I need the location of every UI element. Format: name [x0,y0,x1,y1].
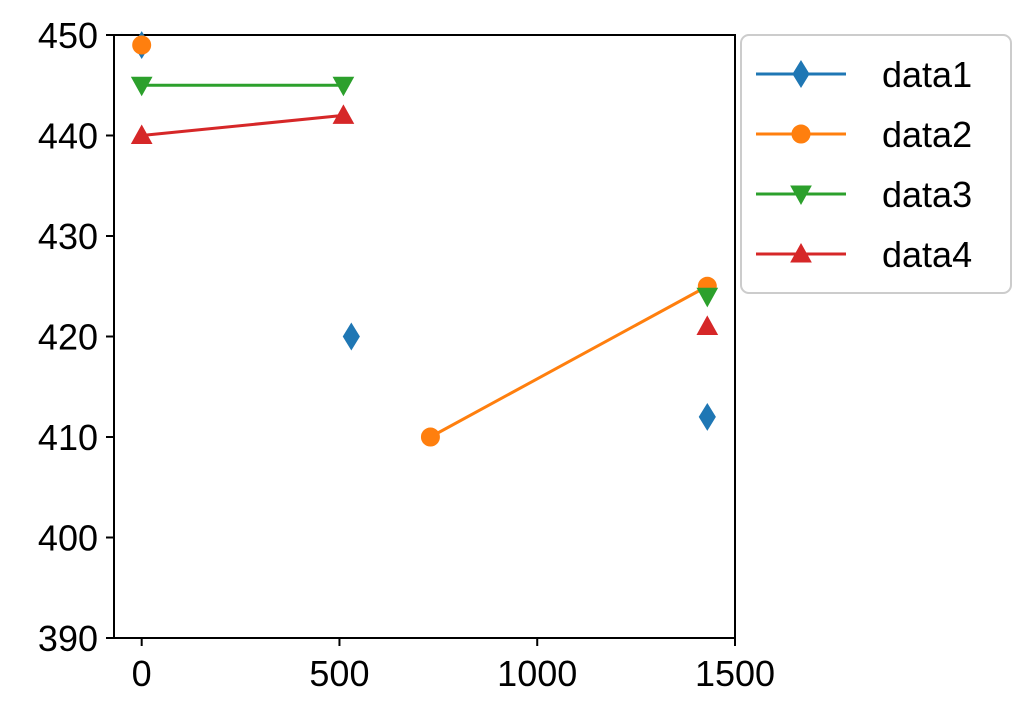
y-tick-label: 400 [38,518,98,559]
series-data4 [130,104,719,335]
series-line [429,284,709,439]
legend-item-data2: data2 [756,114,972,155]
legend-marker [790,242,812,263]
legend-item-data4: data4 [756,234,972,275]
y-axis: 390 400 410 420 430 440 450 [38,15,114,659]
legend-marker [792,60,810,88]
data-point [342,322,360,351]
series-data1 [133,31,716,431]
data-point [696,315,719,335]
series-layer [130,31,719,447]
legend: data1 data2 data3 data4 [740,34,1012,294]
series-data3 [130,76,719,308]
legend-label: data4 [882,234,972,275]
data-point [698,402,716,431]
series-line [141,113,344,137]
data-point [130,124,153,144]
legend-item-data3: data3 [756,174,972,215]
legend-item-data1: data1 [756,54,972,95]
data-point [332,104,355,124]
y-tick-label: 390 [38,618,98,659]
legend-box [740,34,1012,294]
legend-label: data3 [882,174,972,215]
legend-label: data1 [882,54,972,95]
y-tick-label: 430 [38,216,98,257]
data-point [332,76,355,97]
x-axis: 0 500 1000 1500 [132,638,775,694]
plot-area [113,34,736,639]
x-tick-label: 0 [132,653,152,694]
x-tick-label: 500 [309,653,369,694]
x-tick-label: 1000 [497,653,577,694]
data-point [130,76,153,97]
data-point [420,427,440,447]
series-data2 [132,35,717,447]
plot-frame [113,34,736,639]
legend-label: data2 [882,114,972,155]
y-tick-label: 450 [38,15,98,56]
y-tick-label: 440 [38,116,98,157]
y-tick-label: 410 [38,417,98,458]
legend-marker [790,185,812,206]
data-point [696,287,719,308]
x-tick-label: 1500 [695,653,775,694]
legend-marker [791,124,811,144]
data-point [132,35,152,55]
y-tick-label: 420 [38,317,98,358]
